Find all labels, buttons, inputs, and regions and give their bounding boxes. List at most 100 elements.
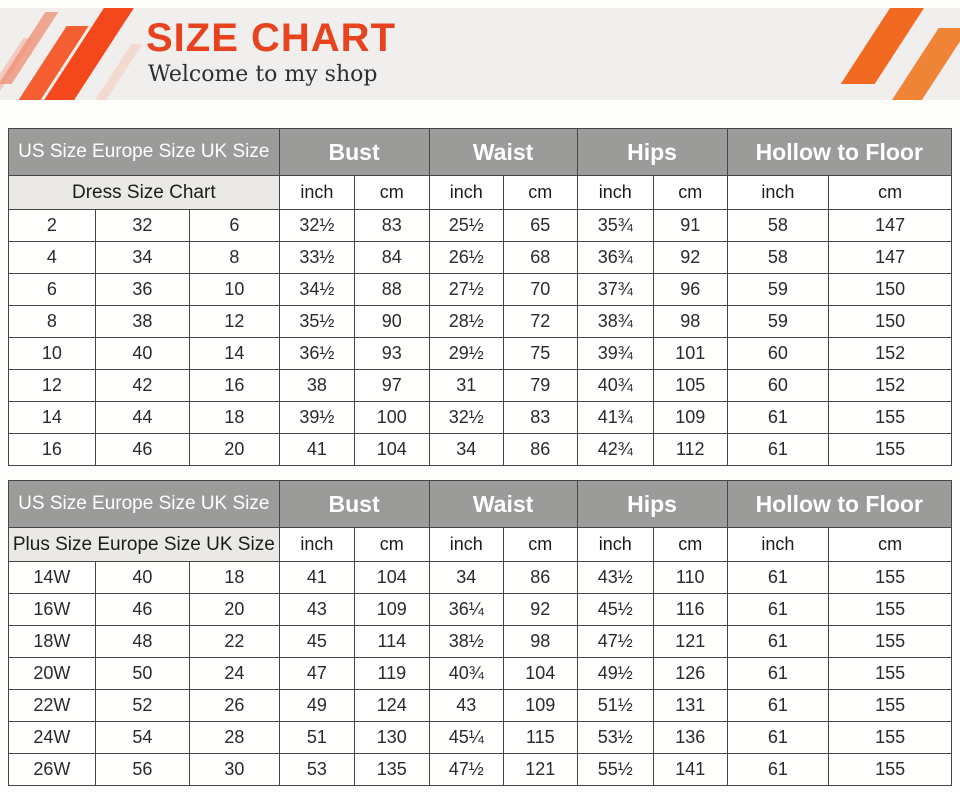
table-cell: 75 — [503, 337, 578, 370]
unit-header: cm — [652, 175, 728, 210]
table-cell: 100 — [354, 401, 430, 434]
table-cell: 25½ — [428, 209, 505, 242]
measure-header-hollow-to-floor: Hollow to Floor — [726, 128, 952, 176]
table-cell: 79 — [503, 369, 578, 402]
size-columns-header: US Size Europe Size UK Size — [8, 480, 280, 528]
table-cell: 18 — [189, 401, 280, 434]
table-row: 8 38 12 35½ 90 28½ 72 38¾ 98 59 150 — [8, 305, 952, 338]
table-cell: 4 — [8, 241, 96, 274]
table-cell: 86 — [503, 433, 578, 466]
table-cell: 20 — [189, 433, 280, 466]
dress-size-table: US Size Europe Size UK Size Bust Waist Hips… — [8, 128, 952, 466]
table-row: 10 40 14 36½ 93 29½ 75 39¾ 101 60 152 — [8, 337, 952, 370]
table-cell: 68 — [503, 241, 578, 274]
measure-header-hips: Hips — [576, 480, 728, 528]
table-cell: 2 — [8, 209, 96, 242]
title-block: SIZE CHART Welcome to my shop — [146, 16, 396, 87]
table-cell: 92 — [652, 241, 728, 274]
table-cell: 92 — [503, 593, 578, 626]
table-cell: 22 — [189, 625, 280, 658]
table-cell: 112 — [652, 433, 728, 466]
table-cell: 59 — [726, 305, 830, 338]
table-cell: 40¾ — [428, 657, 505, 690]
unit-header: cm — [503, 527, 578, 562]
unit-header: inch — [576, 175, 654, 210]
table-cell: 121 — [652, 625, 728, 658]
table-cell: 26½ — [428, 241, 505, 274]
table-cell: 155 — [828, 433, 952, 466]
table-cell: 49 — [278, 689, 356, 722]
table-cell: 65 — [503, 209, 578, 242]
table-cell: 45¼ — [428, 721, 505, 754]
unit-header: cm — [828, 527, 952, 562]
table-cell: 10 — [8, 337, 96, 370]
unit-header: inch — [428, 527, 505, 562]
table-row: 14 44 18 39½ 100 32½ 83 41¾ 109 61 155 — [8, 401, 952, 434]
table-cell: 34 — [428, 561, 505, 594]
table-cell: 150 — [828, 273, 952, 306]
table-cell: 39½ — [278, 401, 356, 434]
unit-header: inch — [428, 175, 505, 210]
unit-header: inch — [576, 527, 654, 562]
unit-header: cm — [354, 527, 430, 562]
table-cell: 104 — [354, 433, 430, 466]
table-cell: 16W — [8, 593, 96, 626]
header-banner: SIZE CHART Welcome to my shop — [0, 8, 960, 100]
table-cell: 47 — [278, 657, 356, 690]
measure-header-bust: Bust — [278, 480, 430, 528]
table-cell: 84 — [354, 241, 430, 274]
table-cell: 50 — [94, 657, 191, 690]
table-cell: 34 — [94, 241, 191, 274]
unit-header: inch — [278, 175, 356, 210]
table-cell: 28½ — [428, 305, 505, 338]
table-cell: 32 — [94, 209, 191, 242]
table-row: 24W 54 28 51 130 45¼ 115 53½ 136 61 155 — [8, 721, 952, 754]
table-cell: 40 — [94, 561, 191, 594]
measure-header-hips: Hips — [576, 128, 728, 176]
measure-header-waist: Waist — [428, 480, 578, 528]
table-cell: 126 — [652, 657, 728, 690]
table-cell: 70 — [503, 273, 578, 306]
table-cell: 83 — [503, 401, 578, 434]
table-cell: 43 — [278, 593, 356, 626]
table-cell: 147 — [828, 241, 952, 274]
table-cell: 58 — [726, 241, 830, 274]
table-cell: 88 — [354, 273, 430, 306]
table-cell: 46 — [94, 433, 191, 466]
table-cell: 136 — [652, 721, 728, 754]
table-cell: 34½ — [278, 273, 356, 306]
table-cell: 12 — [8, 369, 96, 402]
table-cell: 155 — [828, 593, 952, 626]
size-columns-header: US Size Europe Size UK Size — [8, 128, 280, 176]
table-cell: 60 — [726, 369, 830, 402]
table-cell: 72 — [503, 305, 578, 338]
table-cell: 61 — [726, 689, 830, 722]
table-cell: 51½ — [576, 689, 654, 722]
table-cell: 45 — [278, 625, 356, 658]
table-cell: 34 — [428, 433, 505, 466]
table-cell: 152 — [828, 337, 952, 370]
table-cell: 61 — [726, 625, 830, 658]
measure-header-hollow-to-floor: Hollow to Floor — [726, 480, 952, 528]
table-cell: 61 — [726, 561, 830, 594]
table-cell: 131 — [652, 689, 728, 722]
table-cell: 38 — [94, 305, 191, 338]
table-cell: 47½ — [576, 625, 654, 658]
table-cell: 28 — [189, 721, 280, 754]
table-row: 26W 56 30 53 135 47½ 121 55½ 141 61 155 — [8, 753, 952, 786]
table-cell: 52 — [94, 689, 191, 722]
table-cell: 59 — [726, 273, 830, 306]
table-cell: 155 — [828, 721, 952, 754]
table-cell: 96 — [652, 273, 728, 306]
table-cell: 40 — [94, 337, 191, 370]
table-cell: 61 — [726, 433, 830, 466]
table-row: 2 32 6 32½ 83 25½ 65 35¾ 91 58 147 — [8, 209, 952, 242]
table-cell: 8 — [189, 241, 280, 274]
unit-header: cm — [354, 175, 430, 210]
table-cell: 147 — [828, 209, 952, 242]
table-cell: 36 — [94, 273, 191, 306]
table-cell: 42 — [94, 369, 191, 402]
table-cell: 155 — [828, 689, 952, 722]
table-cell: 41 — [278, 433, 356, 466]
